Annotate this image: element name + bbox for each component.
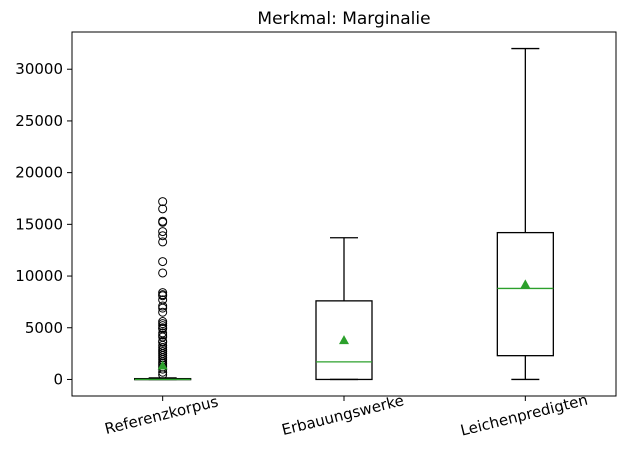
box-group-2 [315, 237, 373, 381]
outlier-point [158, 204, 168, 214]
outlier-point [158, 197, 168, 207]
chart-title: Merkmal: Marginalie [257, 9, 430, 29]
y-axis: 0 5000 10000 15000 20000 25000 30000 [15, 60, 72, 388]
outlier-point [158, 330, 168, 340]
y-tick-label: 25000 [15, 112, 63, 130]
outlier-point [158, 288, 168, 298]
outlier-point [158, 317, 168, 327]
y-tick-label: 30000 [15, 60, 63, 78]
x-tick-label: Leichenpredigten [459, 391, 590, 440]
y-tick-label: 20000 [15, 164, 63, 182]
outlier-point [158, 217, 168, 227]
mean-marker [339, 335, 349, 345]
outlier-point [158, 257, 168, 267]
outlier-point [158, 301, 168, 311]
plot-area [134, 47, 554, 381]
iqr-box [496, 231, 554, 357]
outlier-point [158, 237, 168, 247]
y-tick-label: 0 [53, 370, 63, 388]
mean-marker [157, 360, 168, 370]
x-tick-label: Referenzkorpus [103, 392, 220, 438]
outlier-point [158, 227, 168, 237]
box-group-1 [134, 197, 192, 381]
x-tick-label: Erbauungswerke [280, 391, 406, 439]
x-axis: Referenzkorpus Erbauungswerke Leichenpredi… [103, 391, 590, 440]
mean-marker [520, 279, 531, 289]
outlier-point [158, 337, 168, 347]
outlier-point [158, 319, 168, 329]
outlier-point [158, 231, 168, 241]
outlier-point [158, 303, 168, 313]
box-group-3 [496, 47, 554, 381]
y-tick-label: 15000 [15, 215, 63, 233]
y-tick-label: 5000 [25, 319, 63, 337]
outlier-point [158, 291, 168, 301]
outlier-point [158, 307, 168, 317]
outlier-point [158, 370, 168, 380]
outlier-point [158, 321, 168, 331]
outlier-point [158, 268, 168, 278]
iqr-box [315, 300, 373, 381]
y-tick-label: 10000 [15, 267, 63, 285]
